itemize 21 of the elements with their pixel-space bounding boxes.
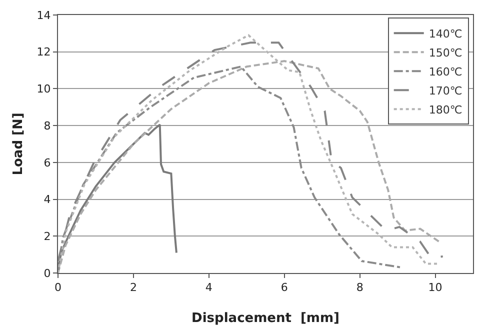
y-tick-label: 4 xyxy=(44,193,51,206)
x-tick-label: 4 xyxy=(205,281,212,294)
legend-label: 160℃ xyxy=(428,65,462,78)
y-tick-label: 14 xyxy=(36,8,51,22)
y-axis-title: Load [N] xyxy=(11,112,26,176)
x-tick-label: 6 xyxy=(280,281,288,294)
legend-label: 140℃ xyxy=(428,27,462,40)
x-tick-label: 10 xyxy=(428,281,442,294)
legend-label: 150℃ xyxy=(428,46,462,60)
x-tick-label: 8 xyxy=(356,281,364,294)
legend-label: 170℃ xyxy=(428,84,462,98)
y-tick-label: 8 xyxy=(44,119,51,132)
y-tick-label: 12 xyxy=(36,46,51,59)
y-tick-label: 2 xyxy=(44,230,51,243)
legend-label: 180℃ xyxy=(428,103,462,116)
x-axis-title: Displacement [mm] xyxy=(192,311,340,326)
x-tick-label: 2 xyxy=(130,281,137,294)
x-tick-label: 0 xyxy=(54,281,62,294)
y-tick-label: 0 xyxy=(44,266,51,280)
y-tick-label: 10 xyxy=(36,82,51,96)
y-tick-label: 6 xyxy=(44,156,51,170)
